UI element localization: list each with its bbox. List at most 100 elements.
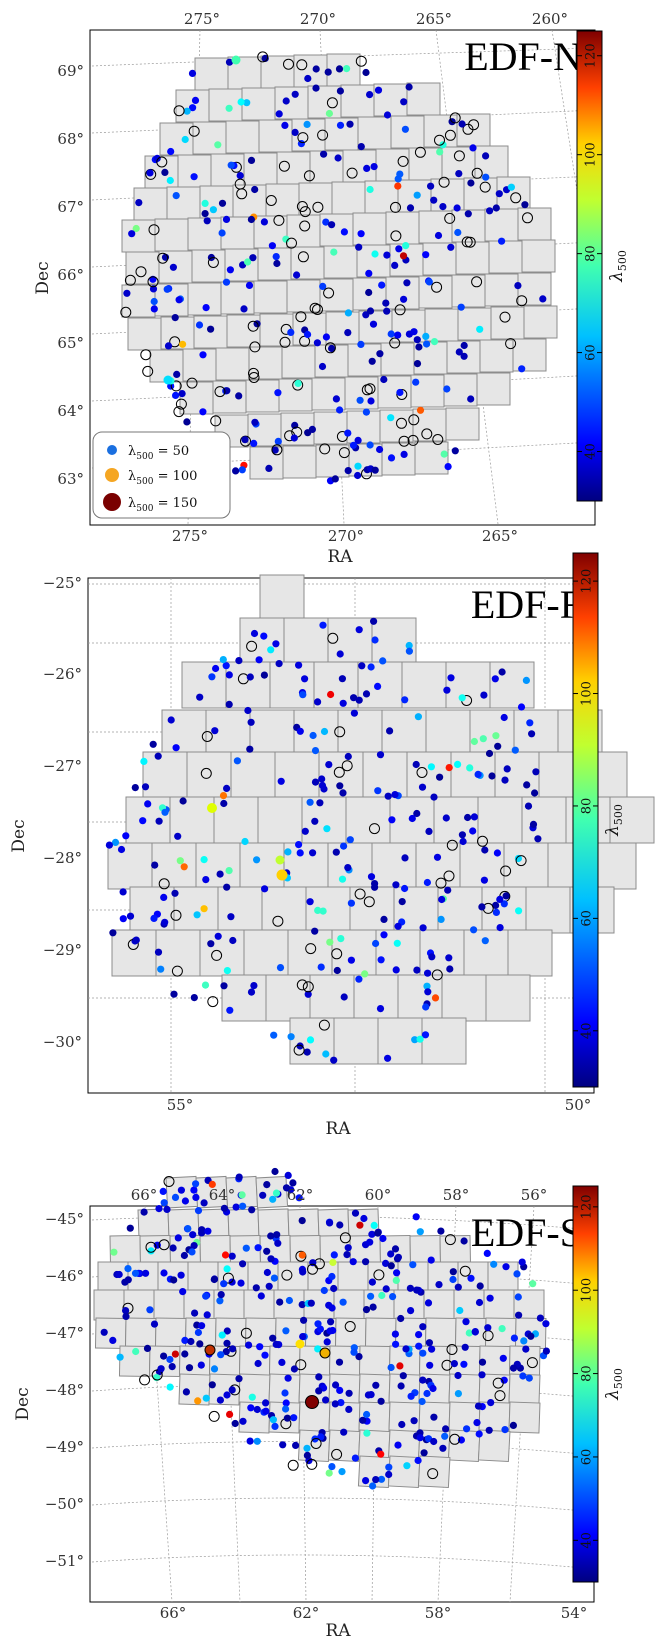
source-marker <box>172 192 180 200</box>
source-marker <box>430 196 438 204</box>
source-marker <box>267 1232 275 1240</box>
source-marker-open <box>281 1269 293 1281</box>
source-marker-open <box>369 823 380 835</box>
source-marker <box>163 1205 171 1213</box>
source-marker <box>514 1293 522 1301</box>
source-marker <box>405 641 413 650</box>
survey-tile <box>455 241 490 275</box>
source-marker <box>401 125 409 133</box>
survey-tile <box>379 409 414 443</box>
survey-tile <box>182 348 217 382</box>
grid-line <box>91 1497 595 1513</box>
survey-tile <box>410 374 445 408</box>
source-marker <box>408 814 416 823</box>
source-marker <box>202 1394 210 1402</box>
source-marker <box>412 378 420 386</box>
source-marker <box>340 1428 348 1436</box>
source-marker <box>415 343 423 351</box>
legend-marker <box>103 493 121 511</box>
survey-tile <box>261 886 307 934</box>
survey-tile <box>484 208 519 242</box>
source-marker <box>325 761 333 769</box>
source-marker <box>473 1419 481 1427</box>
source-marker-open <box>156 156 168 168</box>
source-marker-open <box>341 760 353 772</box>
source-marker-open <box>303 170 315 182</box>
source-marker <box>444 463 452 471</box>
survey-tile <box>315 444 350 478</box>
source-marker <box>427 1256 435 1264</box>
source-marker <box>427 763 435 771</box>
source-marker <box>484 1324 492 1332</box>
source-marker <box>335 65 344 73</box>
source-marker <box>500 713 508 722</box>
source-marker <box>366 441 374 449</box>
source-marker <box>345 1405 353 1413</box>
source-marker <box>369 1482 377 1490</box>
source-marker <box>306 798 314 806</box>
source-marker <box>273 1231 281 1239</box>
source-marker <box>228 1386 236 1394</box>
source-marker <box>338 1468 346 1476</box>
survey-tile <box>154 1317 187 1350</box>
source-marker <box>301 827 309 835</box>
source-marker-open <box>449 1433 461 1445</box>
survey-tile <box>474 145 509 179</box>
source-marker <box>131 784 139 792</box>
source-marker <box>460 341 468 350</box>
source-marker <box>202 876 210 884</box>
source-marker <box>225 671 233 679</box>
source-marker <box>275 110 283 118</box>
source-marker-open <box>310 1438 322 1449</box>
source-marker <box>362 68 370 77</box>
source-marker <box>311 778 320 786</box>
survey-tile <box>282 445 317 479</box>
source-marker <box>195 321 204 329</box>
source-marker <box>253 1405 261 1414</box>
source-marker <box>311 747 320 755</box>
source-marker-open <box>148 224 160 236</box>
source-marker <box>380 915 388 924</box>
survey-tile <box>313 411 348 445</box>
source-marker-open <box>407 434 419 446</box>
source-marker-open <box>431 281 443 293</box>
survey-tile <box>281 345 316 379</box>
source-marker <box>319 907 327 915</box>
source-marker <box>379 657 387 665</box>
ra-tick-bottom: 270° <box>328 527 364 545</box>
ra-tick-top: 260° <box>532 10 568 28</box>
source-marker <box>261 1351 269 1359</box>
source-marker <box>246 745 254 753</box>
source-marker <box>272 640 280 648</box>
source-marker <box>522 676 531 685</box>
source-marker <box>131 1269 140 1277</box>
survey-tile <box>477 1429 511 1463</box>
source-marker <box>318 775 326 783</box>
source-marker <box>225 700 233 709</box>
source-marker <box>355 626 363 634</box>
source-marker <box>377 956 385 964</box>
survey-tile <box>450 751 496 799</box>
source-marker <box>498 1325 506 1333</box>
source-marker-open <box>211 949 223 961</box>
source-marker <box>325 1469 333 1477</box>
dec-tick: 67° <box>57 198 84 216</box>
panel-edf-n: EDF-N 63° 64° 65° 66° 67° 68° 69° 275° 2… <box>33 10 596 567</box>
source-marker <box>370 617 378 625</box>
source-marker <box>419 1376 427 1384</box>
source-marker-open <box>247 320 259 332</box>
source-marker <box>331 1400 339 1408</box>
survey-tile <box>352 212 387 246</box>
source-marker <box>420 1449 428 1457</box>
source-marker <box>336 406 344 414</box>
source-marker-open <box>186 377 198 389</box>
source-marker <box>231 1419 239 1428</box>
source-marker-open <box>293 1044 305 1056</box>
source-marker <box>366 1238 374 1246</box>
source-marker <box>529 820 538 829</box>
source-marker <box>527 1332 535 1340</box>
source-marker <box>355 243 363 251</box>
source-marker <box>464 210 472 218</box>
source-marker <box>482 152 490 160</box>
source-marker <box>222 278 231 286</box>
